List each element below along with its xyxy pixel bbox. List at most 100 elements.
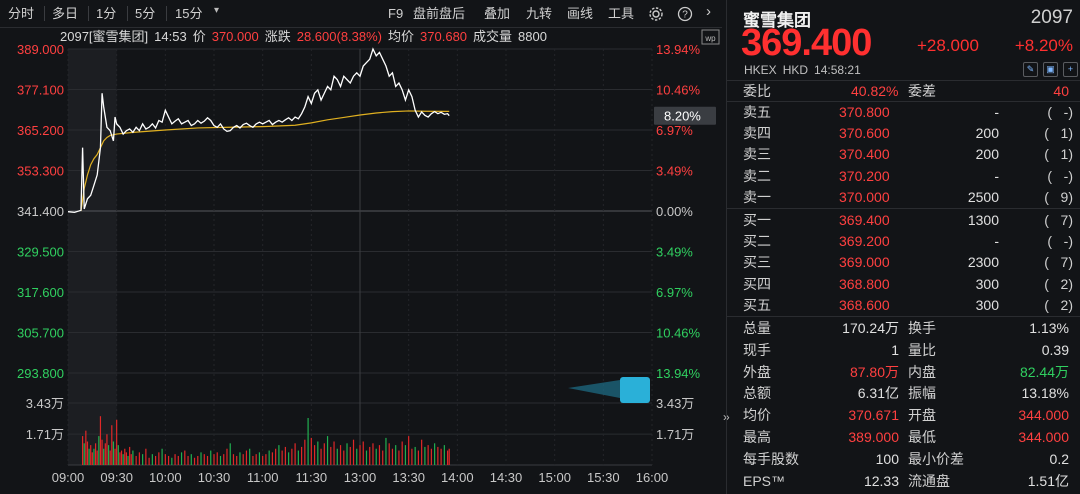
collapse-panel-icon[interactable]: › bbox=[706, 3, 711, 20]
indicator-widget bbox=[620, 377, 650, 403]
stat-l2: 换手 bbox=[908, 320, 936, 336]
wp-badge bbox=[701, 29, 720, 45]
y-tick-label: 377.100 bbox=[17, 83, 64, 98]
add-watchlist-icon[interactable]: + bbox=[1063, 62, 1078, 77]
order-cnt: ( 7) bbox=[1044, 254, 1073, 271]
stock-code-name: 2097[蜜雪集团] bbox=[60, 29, 149, 44]
tab-15min[interactable]: 15分 bbox=[175, 6, 203, 21]
order-price: 369.400 bbox=[839, 212, 890, 228]
currency: HKD bbox=[782, 63, 809, 77]
order-vol: 200 bbox=[975, 146, 999, 163]
help-icon[interactable]: ? bbox=[677, 6, 693, 22]
f9-button[interactable]: F9 bbox=[388, 6, 404, 21]
period-dropdown-icon[interactable]: ▾ bbox=[214, 5, 220, 16]
stat-v1: 370.671 bbox=[848, 407, 899, 424]
nine-turn-button[interactable]: 九转 bbox=[526, 6, 553, 21]
x-tick-label: 15:30 bbox=[587, 470, 620, 485]
volume-label: 成交量 bbox=[473, 29, 513, 44]
x-tick-label: 15:00 bbox=[538, 470, 571, 485]
order-cnt: ( -) bbox=[1047, 104, 1073, 120]
stat-l1: 最高 bbox=[743, 429, 771, 445]
stat-v1: 389.000 bbox=[848, 429, 899, 445]
stat-row: 最高 389.000 最低 344.000 bbox=[727, 427, 1080, 447]
y-pct-tick-label: 10.46% bbox=[656, 83, 701, 98]
draw-button[interactable]: 画线 bbox=[567, 6, 594, 21]
bid-row[interactable]: 买二 369.200 - ( -) bbox=[727, 231, 1080, 251]
x-tick-label: 16:00 bbox=[636, 470, 669, 485]
tab-5min[interactable]: 5分 bbox=[135, 6, 156, 21]
ask-row[interactable]: 卖五 370.800 - ( -) bbox=[727, 102, 1080, 122]
y-pct-tick-label: 3.49% bbox=[656, 164, 693, 179]
volume-tick-label: 3.43万 bbox=[656, 396, 694, 411]
volume-tick-label: 1.71万 bbox=[26, 427, 64, 442]
bid-row[interactable]: 买三 369.000 2300 ( 7) bbox=[727, 252, 1080, 272]
info-change: 28.600(8.38%) bbox=[296, 29, 383, 44]
divider bbox=[727, 80, 1080, 81]
divider bbox=[727, 101, 1080, 102]
info-volume: 8800 bbox=[518, 29, 547, 44]
stat-v1: 1 bbox=[891, 341, 899, 358]
stock-name: 蜜雪集团 bbox=[743, 11, 811, 30]
y-tick-label: 305.700 bbox=[17, 326, 64, 341]
order-price: 370.400 bbox=[839, 146, 890, 163]
stat-l2: 最小价差 bbox=[908, 450, 964, 467]
stat-l2: 流通盘 bbox=[908, 472, 950, 489]
stat-l1: EPS™ bbox=[743, 472, 786, 489]
order-price: 370.000 bbox=[839, 188, 890, 205]
stat-l2: 振幅 bbox=[908, 385, 936, 402]
screenshot-icon[interactable]: ▣ bbox=[1043, 62, 1058, 77]
stat-l2: 开盘 bbox=[908, 407, 936, 424]
stat-v2: 1.51亿 bbox=[1027, 472, 1069, 489]
y-tick-label: 341.400 bbox=[17, 204, 64, 219]
avg-label: 均价 bbox=[388, 29, 415, 44]
diff-label: 委差 bbox=[908, 83, 936, 99]
order-vol: 200 bbox=[975, 125, 999, 142]
intraday-chart[interactable]: 389.000 13.94% 377.100 10.46% 365.200 6.97% 35… bbox=[0, 0, 722, 494]
stat-row: EPS™ 12.33 流通盘 1.51亿 bbox=[727, 471, 1080, 491]
stat-v2: 344.000 bbox=[1018, 407, 1069, 424]
divider bbox=[44, 6, 45, 21]
ask-row[interactable]: 卖三 370.400 200 ( 1) bbox=[727, 144, 1080, 164]
settings-gear-icon[interactable] bbox=[648, 6, 664, 22]
divider bbox=[127, 6, 128, 21]
order-price: 369.000 bbox=[839, 254, 890, 271]
stat-l1: 总额 bbox=[743, 385, 771, 402]
edit-icon[interactable]: ✎ bbox=[1023, 62, 1038, 77]
stat-v2: 0.39 bbox=[1041, 341, 1069, 358]
order-label: 卖三 bbox=[743, 146, 771, 163]
stat-row: 现手 1 量比 0.39 bbox=[727, 340, 1080, 360]
info-avg: 370.680 bbox=[420, 29, 468, 44]
tools-button[interactable]: 工具 bbox=[608, 6, 635, 21]
info-time: 14:53 bbox=[154, 29, 187, 44]
order-price: 368.800 bbox=[839, 275, 890, 292]
bid-row[interactable]: 买五 368.600 300 ( 2) bbox=[727, 295, 1080, 315]
y-tick-label: 329.500 bbox=[17, 245, 64, 260]
stat-l1: 现手 bbox=[743, 341, 771, 358]
order-price: 370.600 bbox=[839, 125, 890, 142]
stat-l2: 最低 bbox=[908, 429, 936, 445]
y-tick-label: 365.200 bbox=[17, 123, 64, 138]
order-cnt: ( 1) bbox=[1044, 146, 1073, 163]
volume-tick-label: 3.43万 bbox=[26, 396, 64, 411]
ask-row[interactable]: 卖一 370.000 2500 ( 9) bbox=[727, 187, 1080, 207]
price-line bbox=[67, 47, 450, 214]
order-cnt: ( 1) bbox=[1044, 125, 1073, 142]
bid-row[interactable]: 买四 368.800 300 ( 2) bbox=[727, 274, 1080, 294]
bid-row[interactable]: 买一 369.400 1300 ( 7) bbox=[727, 210, 1080, 230]
ask-row[interactable]: 卖四 370.600 200 ( 1) bbox=[727, 123, 1080, 143]
tab-1min[interactable]: 1分 bbox=[96, 6, 117, 21]
order-label: 买五 bbox=[743, 296, 771, 313]
tab-intraday[interactable]: 分时 bbox=[8, 6, 35, 21]
y-pct-tick-label: 0.00% bbox=[656, 204, 693, 219]
stat-l1: 外盘 bbox=[743, 363, 771, 380]
ask-row[interactable]: 卖二 370.200 - ( -) bbox=[727, 166, 1080, 186]
tab-multiday[interactable]: 多日 bbox=[52, 6, 79, 21]
stat-v1: 12.33 bbox=[863, 472, 899, 489]
order-vol: - bbox=[994, 104, 999, 120]
current-pct-tag bbox=[654, 106, 716, 125]
order-label: 买四 bbox=[743, 275, 771, 292]
order-vol: 2500 bbox=[967, 188, 999, 205]
divider bbox=[88, 6, 89, 21]
overlay-button[interactable]: 叠加 bbox=[484, 6, 511, 21]
premarket-button[interactable]: 盘前盘后 bbox=[413, 6, 466, 21]
